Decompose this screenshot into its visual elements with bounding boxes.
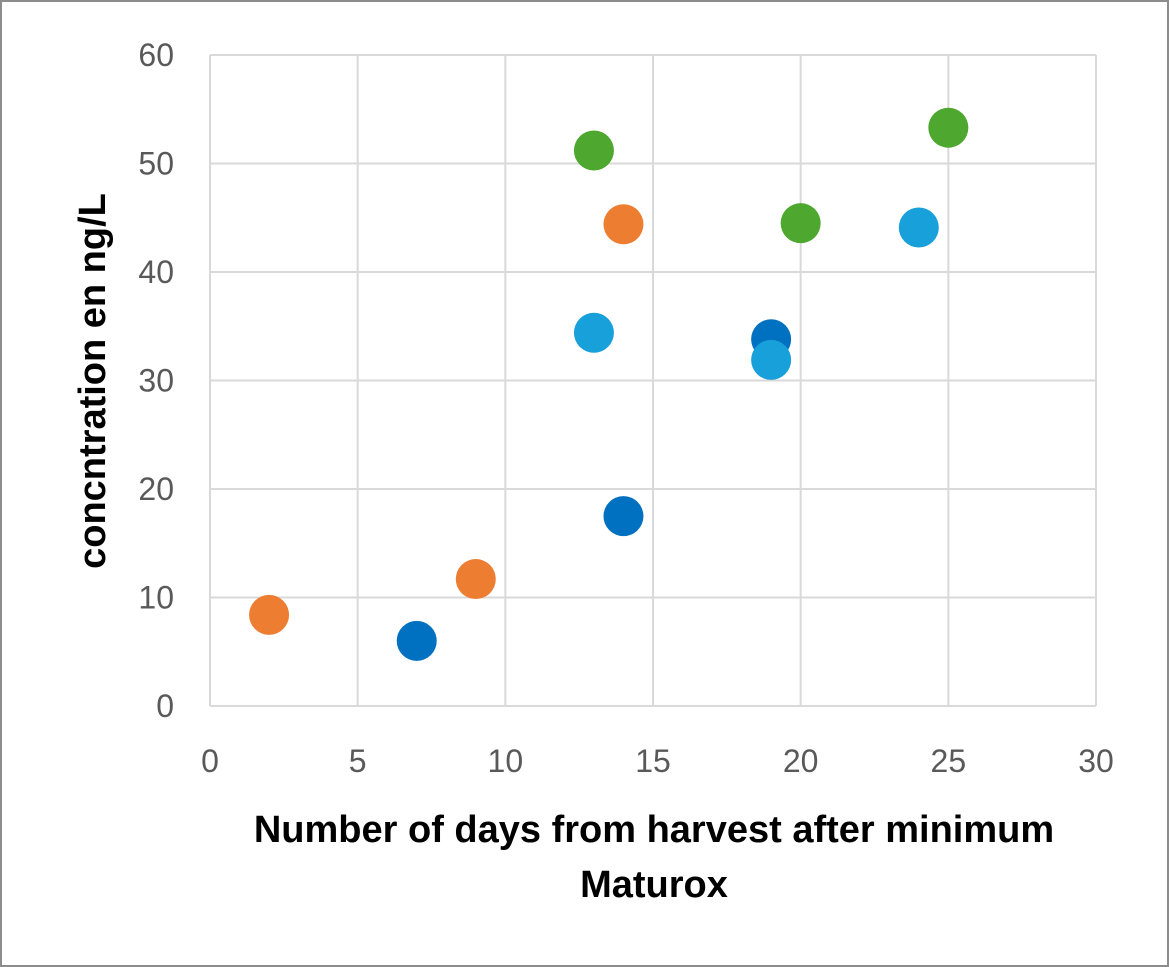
y-tick-label-6: 60: [138, 37, 174, 73]
series-4-point-1: [573, 130, 614, 171]
x-tick-label-6: 30: [1078, 743, 1114, 779]
x-axis-title-line-2: Maturox: [580, 864, 728, 906]
tick-labels: 0 5 10 15 20 25 30 0 10 20 30 40 50 60: [138, 37, 1113, 779]
gridlines: [209, 54, 1097, 707]
series-2-point-1: [396, 620, 437, 661]
series-4-point-3: [928, 107, 969, 148]
y-tick-label-3: 30: [138, 363, 174, 399]
x-tick-label-1: 5: [349, 743, 367, 779]
y-tick-label-5: 50: [138, 146, 174, 182]
series-4-point-2: [780, 203, 821, 244]
y-tick-label-1: 10: [138, 580, 174, 616]
series-1-point-2: [455, 559, 496, 600]
data-points: [249, 107, 969, 661]
y-tick-label-4: 40: [138, 254, 174, 290]
series-1-point-3: [603, 204, 644, 245]
y-axis-title: conc­ntration en ng/L: [72, 193, 114, 569]
x-tick-label-5: 25: [931, 743, 967, 779]
y-tick-label-0: 0: [156, 688, 174, 724]
x-tick-label-4: 20: [783, 743, 819, 779]
x-tick-label-3: 15: [635, 743, 671, 779]
x-axis-title-line-1: Number of days from harvest after minimu…: [254, 809, 1054, 851]
x-tick-label-2: 10: [488, 743, 524, 779]
series-3-point-1: [573, 312, 614, 353]
series-2-point-2: [603, 496, 644, 537]
y-tick-label-2: 20: [138, 471, 174, 507]
x-tick-label-0: 0: [201, 743, 219, 779]
series-1-point-1: [249, 594, 290, 635]
series-3-point-3: [898, 207, 939, 248]
series-3-point-2: [751, 339, 792, 380]
